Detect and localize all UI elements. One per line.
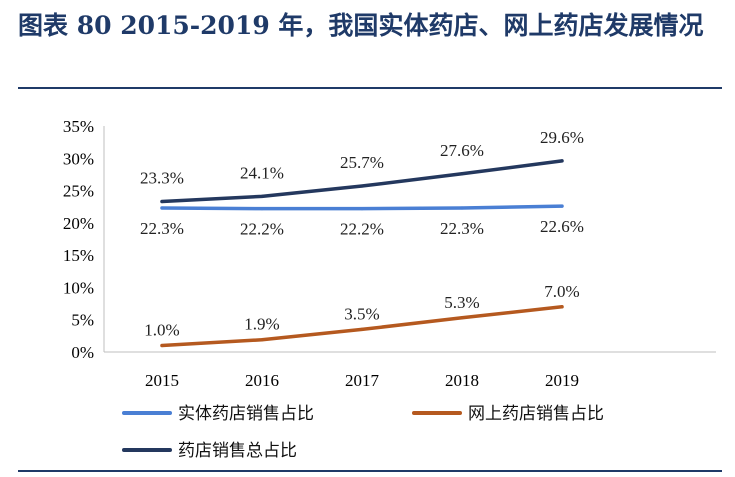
- data-label: 29.6%: [540, 128, 584, 147]
- data-label: 22.3%: [140, 219, 184, 238]
- data-point: [560, 204, 564, 208]
- x-tick-label: 2018: [445, 371, 479, 390]
- title-divider: [18, 87, 722, 89]
- data-label: 22.6%: [540, 217, 584, 236]
- data-labels: 22.3% 22.2% 22.2% 22.3% 22.6% 1.0% 1.9% 3.5% 5.3…: [140, 128, 584, 340]
- bottom-divider: [18, 470, 722, 472]
- data-label: 5.3%: [444, 293, 479, 312]
- x-tick-label: 2019: [545, 371, 579, 390]
- legend-label: 实体药店销售占比: [178, 404, 314, 424]
- data-point: [560, 305, 564, 309]
- x-tick-label: 2015: [145, 371, 179, 390]
- legend-label: 药店销售总占比: [178, 441, 297, 461]
- data-label: 23.3%: [140, 169, 184, 188]
- data-label: 1.0%: [144, 321, 179, 340]
- data-point: [360, 184, 364, 188]
- data-label: 24.1%: [240, 163, 284, 182]
- y-tick-label: 0%: [71, 343, 94, 362]
- chart-axes: 0% 5% 10% 15% 20% 25% 30% 35% 2015 2016 2017 2018 20…: [63, 117, 716, 390]
- data-label: 25.7%: [340, 153, 384, 172]
- y-tick-label: 35%: [63, 117, 94, 136]
- figure-title: 图表 80 2015-2019 年，我国实体药店、网上药店发展情况: [18, 11, 704, 40]
- x-tick-label: 2017: [345, 371, 380, 390]
- data-point: [460, 206, 464, 210]
- data-point: [460, 316, 464, 320]
- data-label: 22.2%: [340, 220, 384, 239]
- data-label: 7.0%: [544, 282, 579, 301]
- y-tick-label: 30%: [63, 149, 94, 168]
- y-tick-label: 25%: [63, 182, 94, 201]
- data-label: 3.5%: [344, 304, 379, 323]
- data-label: 1.9%: [244, 315, 279, 334]
- y-tick-label: 20%: [63, 214, 94, 233]
- y-tick-label: 15%: [63, 246, 94, 265]
- data-point: [360, 207, 364, 211]
- data-point: [260, 338, 264, 342]
- data-point: [160, 199, 164, 204]
- data-point: [460, 172, 464, 176]
- data-point: [560, 159, 564, 163]
- data-label: 27.6%: [440, 141, 484, 160]
- data-point: [160, 343, 164, 348]
- data-point: [160, 206, 164, 210]
- data-point: [260, 194, 264, 198]
- x-tick-label: 2016: [245, 371, 279, 390]
- legend-label: 网上药店销售占比: [468, 404, 604, 424]
- data-point: [260, 207, 264, 211]
- data-label: 22.2%: [240, 220, 284, 239]
- series-lines: [160, 159, 564, 348]
- data-label: 22.3%: [440, 219, 484, 238]
- y-tick-label: 10%: [63, 278, 94, 297]
- data-point: [360, 327, 364, 331]
- y-tick-label: 5%: [71, 311, 94, 330]
